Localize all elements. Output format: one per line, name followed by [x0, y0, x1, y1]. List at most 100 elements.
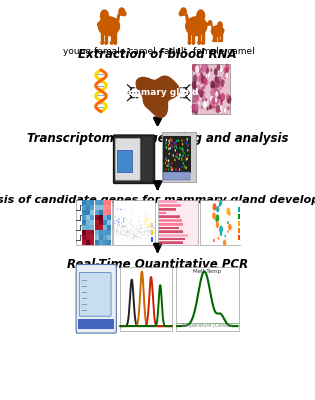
Circle shape: [205, 68, 206, 70]
Circle shape: [136, 234, 137, 235]
Bar: [151, 223, 153, 228]
Bar: [151, 230, 153, 235]
Circle shape: [153, 230, 154, 232]
Bar: [86, 220, 90, 225]
Bar: [94, 220, 99, 225]
Bar: [94, 210, 99, 215]
Ellipse shape: [218, 22, 222, 28]
Ellipse shape: [186, 17, 207, 36]
Bar: [101, 30, 103, 43]
Bar: [99, 240, 103, 245]
Circle shape: [166, 146, 167, 149]
Circle shape: [148, 229, 149, 231]
Circle shape: [113, 204, 114, 206]
Circle shape: [193, 74, 197, 83]
Circle shape: [123, 218, 124, 220]
Circle shape: [134, 240, 135, 241]
Circle shape: [130, 225, 131, 226]
Circle shape: [203, 100, 207, 109]
Circle shape: [122, 226, 123, 227]
Bar: [86, 210, 90, 215]
Circle shape: [169, 147, 171, 150]
Circle shape: [182, 150, 184, 153]
Circle shape: [217, 236, 219, 240]
Circle shape: [121, 231, 122, 233]
Bar: [94, 235, 99, 240]
Circle shape: [165, 157, 167, 160]
Ellipse shape: [188, 42, 191, 44]
Circle shape: [140, 228, 141, 229]
Circle shape: [197, 85, 200, 92]
Circle shape: [218, 84, 219, 87]
Circle shape: [150, 233, 151, 235]
Circle shape: [218, 199, 219, 202]
Circle shape: [221, 79, 225, 87]
Circle shape: [123, 221, 124, 223]
Ellipse shape: [222, 29, 224, 31]
Circle shape: [214, 91, 216, 94]
Ellipse shape: [100, 10, 108, 22]
Circle shape: [215, 97, 217, 103]
Circle shape: [211, 102, 215, 109]
Ellipse shape: [205, 22, 208, 26]
Circle shape: [139, 236, 140, 238]
Ellipse shape: [215, 40, 216, 42]
Circle shape: [133, 234, 134, 236]
Bar: [90, 225, 94, 230]
Bar: [159, 230, 183, 233]
Circle shape: [203, 64, 207, 72]
Circle shape: [146, 231, 147, 232]
Ellipse shape: [105, 42, 107, 44]
Ellipse shape: [209, 21, 212, 25]
Bar: [99, 220, 103, 225]
Circle shape: [216, 68, 220, 74]
Circle shape: [117, 220, 118, 221]
Circle shape: [125, 234, 126, 235]
Circle shape: [219, 105, 223, 114]
Circle shape: [135, 228, 136, 230]
Circle shape: [215, 91, 218, 97]
Circle shape: [219, 65, 223, 73]
Circle shape: [140, 227, 141, 229]
Circle shape: [151, 223, 152, 225]
Circle shape: [154, 228, 155, 229]
Circle shape: [202, 99, 203, 102]
Circle shape: [201, 72, 203, 77]
Bar: [159, 226, 179, 229]
Ellipse shape: [211, 26, 223, 36]
Circle shape: [215, 214, 219, 222]
Circle shape: [181, 139, 183, 142]
Circle shape: [129, 233, 130, 235]
Circle shape: [116, 231, 117, 232]
Bar: [99, 215, 103, 220]
Circle shape: [124, 235, 125, 236]
Circle shape: [207, 69, 209, 73]
Circle shape: [205, 100, 209, 107]
Bar: [158, 200, 198, 245]
Bar: [107, 210, 112, 215]
Bar: [107, 225, 112, 230]
Circle shape: [175, 144, 177, 147]
Circle shape: [227, 221, 229, 224]
Circle shape: [226, 68, 228, 72]
Circle shape: [146, 224, 147, 225]
Bar: [202, 30, 204, 43]
Circle shape: [202, 65, 204, 70]
Circle shape: [211, 91, 212, 94]
Circle shape: [205, 68, 207, 72]
Circle shape: [123, 234, 124, 236]
Circle shape: [119, 236, 120, 237]
Circle shape: [173, 154, 174, 157]
Bar: [82, 230, 86, 235]
Circle shape: [154, 221, 155, 222]
Circle shape: [132, 234, 133, 235]
Circle shape: [137, 238, 138, 240]
Bar: [90, 220, 94, 225]
Circle shape: [194, 82, 196, 85]
Text: young female camel: young female camel: [63, 47, 155, 56]
Circle shape: [139, 230, 140, 231]
Circle shape: [142, 227, 143, 228]
Circle shape: [129, 230, 130, 231]
Circle shape: [170, 140, 172, 142]
Circle shape: [212, 82, 215, 89]
